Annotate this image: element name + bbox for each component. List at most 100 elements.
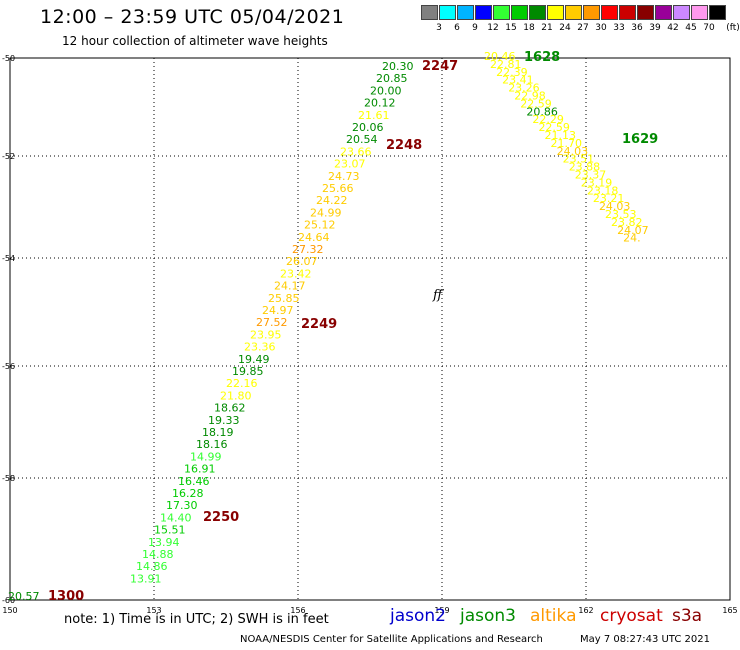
wave-height-label: 14.88 — [142, 548, 174, 561]
wave-height-label: 18.19 — [202, 426, 234, 439]
legend-swatch — [529, 5, 546, 20]
wave-height-label: 13.94 — [148, 536, 180, 549]
legend-tick-label: 15 — [505, 23, 517, 33]
track-time-label: 2248 — [386, 138, 422, 153]
track-time-label: 1629 — [622, 132, 658, 147]
lat-tick-label: -58 — [2, 474, 15, 483]
legend-tick-label: 45 — [685, 23, 697, 33]
wave-height-label: 24.99 — [310, 206, 342, 219]
lat-tick-label: -52 — [2, 152, 15, 161]
legend-swatch — [547, 5, 564, 20]
wave-height-label: 23.19 — [581, 176, 613, 189]
sat-altika: altika — [530, 606, 577, 626]
wave-height-label: 23.41 — [502, 74, 534, 87]
legend-swatch — [655, 5, 672, 20]
wave-height-label: 23.21 — [593, 192, 625, 205]
wave-height-label: 13.91 — [130, 572, 162, 585]
wave-height-label: 27.52 — [256, 316, 288, 329]
note-text: note: 1) Time is in UTC; 2) SWH is in fe… — [64, 612, 329, 627]
wave-height-label: 20.12 — [364, 97, 396, 110]
map-frame — [9, 57, 731, 601]
page-title: 12:00 – 23:59 UTC 05/04/2021 — [40, 6, 345, 28]
legend-tick-label: 42 — [667, 23, 679, 33]
legend-swatch — [439, 5, 456, 20]
wave-height-label: 24.07 — [617, 224, 649, 237]
sat-cryosat: cryosat — [600, 606, 663, 626]
wave-height-label: 16.46 — [178, 475, 210, 488]
track-time-label: 1300 — [48, 589, 84, 604]
lon-tick-label: 162 — [578, 606, 593, 615]
track-time-label: 2250 — [203, 510, 239, 525]
legend-tick-label: 70 — [703, 23, 715, 33]
wave-height-label: 18.16 — [196, 438, 228, 451]
lon-tick-label: 150 — [2, 606, 17, 615]
legend-unit: (ft) — [726, 23, 740, 33]
footer-credit: NOAA/NESDIS Center for Satellite Applica… — [240, 634, 543, 645]
wave-height-label: 17.30 — [166, 499, 198, 512]
wave-height-label: 18.62 — [214, 402, 246, 415]
wave-height-label: 22.39 — [496, 66, 527, 79]
track-time-label: 2249 — [301, 317, 337, 332]
legend-swatch — [691, 5, 708, 20]
wave-height-label: 21.61 — [358, 109, 390, 122]
wave-height-label: 16.28 — [172, 487, 204, 500]
island-feature: ff — [432, 288, 445, 303]
wave-height-label: 24.03 — [599, 200, 631, 213]
lat-tick-label: -50 — [2, 54, 15, 63]
legend-tick-label: 27 — [577, 23, 589, 33]
legend-tick-label: 21 — [541, 23, 553, 33]
wave-height-label: 22.16 — [226, 377, 258, 390]
wave-height-label: 23.42 — [280, 267, 312, 280]
wave-height-label: 22.59 — [520, 97, 552, 110]
wave-height-label: 23.37 — [575, 169, 607, 182]
wave-height-label: 22.29 — [532, 113, 564, 126]
wave-height-label: 21.13 — [545, 129, 577, 142]
legend-swatch — [421, 5, 438, 20]
wave-height-label: 26.07 — [286, 255, 318, 268]
legend-swatch — [475, 5, 492, 20]
legend-swatch — [709, 5, 726, 20]
wave-height-label: 19.49 — [238, 353, 270, 366]
wave-height-label: 23.66 — [340, 145, 372, 158]
track-time-label: 2247 — [422, 59, 458, 74]
wave-height-label: 23.53 — [605, 208, 637, 221]
legend-tick-label: 6 — [454, 23, 460, 33]
wave-height-label: 14.40 — [160, 511, 192, 524]
wave-height-label: 20.57 — [8, 590, 40, 603]
sat-jason2: jason2 — [390, 606, 446, 626]
lon-tick-label: 153 — [146, 606, 161, 615]
legend-swatch — [619, 5, 636, 20]
legend-swatch — [493, 5, 510, 20]
lon-tick-label: 165 — [722, 606, 737, 615]
lat-tick-label: -54 — [2, 254, 15, 263]
wave-height-label: 23.26 — [508, 82, 540, 95]
wave-height-label: 24.64 — [298, 231, 330, 244]
wave-height-label: 25.85 — [268, 292, 300, 305]
legend-tick-label: 9 — [472, 23, 478, 33]
wave-height-label: 24.03 — [557, 145, 589, 158]
wave-height-label: 27.32 — [292, 243, 324, 256]
track-time-label: 1628 — [524, 50, 560, 65]
wave-height-label: 14.86 — [136, 560, 168, 573]
lon-tick-label: 156 — [290, 606, 305, 615]
lat-tick-label: -56 — [2, 362, 15, 371]
wave-height-label: 16.91 — [184, 463, 216, 476]
wave-height-label: 22.59 — [538, 121, 570, 134]
wave-height-label: 15.51 — [154, 524, 186, 537]
wave-height-label: 19.85 — [232, 365, 264, 378]
legend-tick-label: 24 — [559, 23, 571, 33]
wave-height-label: 23.95 — [250, 328, 282, 341]
wave-height-label: 24. — [623, 232, 641, 245]
wave-height-label: 23.18 — [587, 184, 619, 197]
lon-tick-label: 159 — [434, 606, 449, 615]
wave-height-label: 19.33 — [208, 414, 240, 427]
legend-tick-label: 18 — [523, 23, 535, 33]
sat-jason3: jason3 — [460, 606, 516, 626]
legend-tick-label: 39 — [649, 23, 661, 33]
legend-swatch — [673, 5, 690, 20]
legend-swatch — [565, 5, 582, 20]
legend-swatch — [457, 5, 474, 20]
wave-height-label: 20.46 — [484, 50, 516, 63]
legend-tick-label: 12 — [487, 23, 499, 33]
